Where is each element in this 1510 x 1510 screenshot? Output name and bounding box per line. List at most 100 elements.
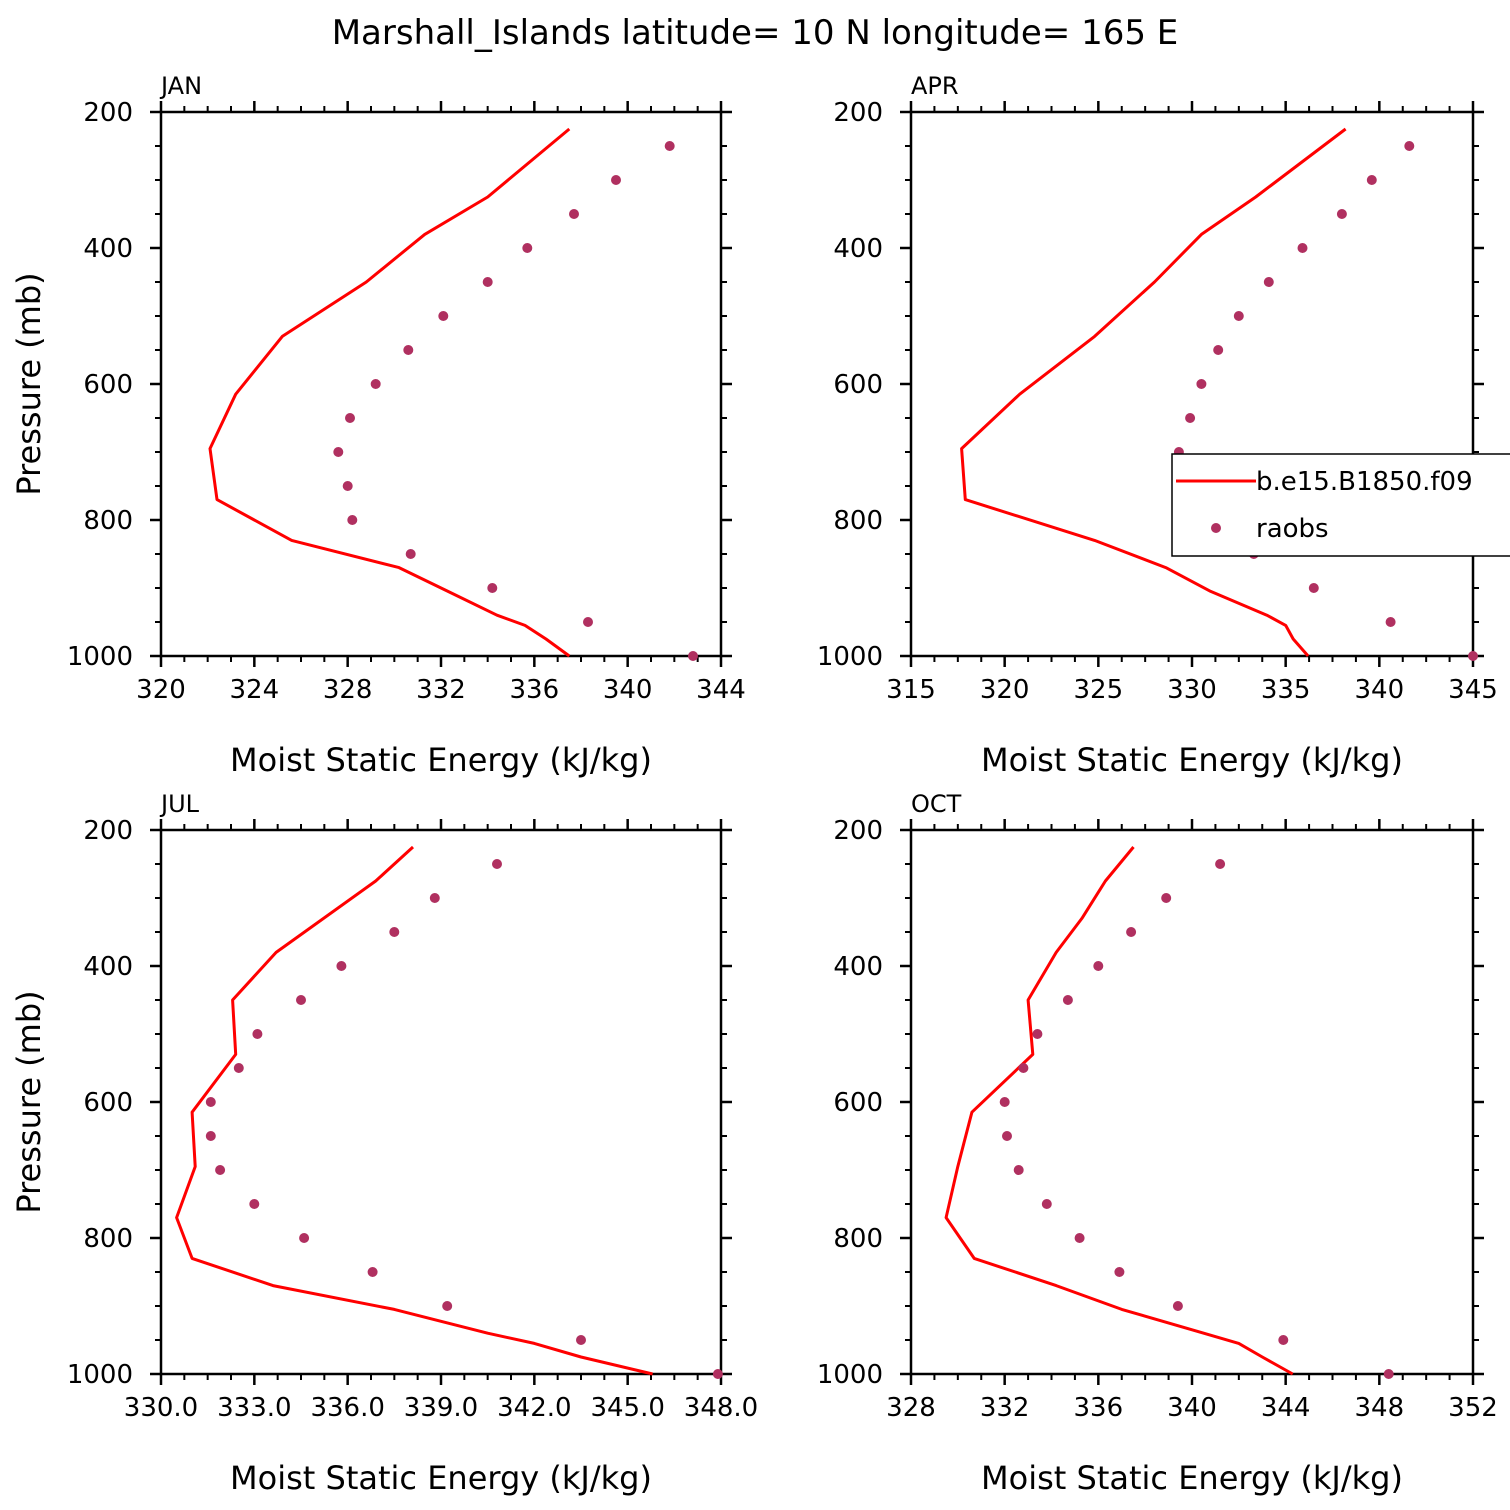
raobs-point: [1041, 1199, 1052, 1209]
x-tick-label: 315: [886, 675, 936, 705]
raobs-point: [1074, 1233, 1085, 1243]
raobs-point: [299, 1233, 310, 1243]
x-tick-label: 344: [696, 675, 746, 705]
x-tick-label: 342.0: [497, 1393, 571, 1423]
raobs-point: [583, 617, 593, 627]
y-tick-label: 400: [833, 234, 883, 264]
y-tick-label: 800: [833, 1224, 883, 1254]
x-tick-label: 335: [1261, 675, 1311, 705]
raobs-point: [1185, 413, 1196, 423]
raobs-point: [403, 345, 414, 355]
legend: b.e15.B1850.f09 raobs: [1171, 453, 1510, 557]
model-series-line: [944, 846, 1294, 1376]
y-tick-label: 1000: [67, 642, 133, 672]
y-tick-label: 600: [833, 370, 883, 400]
raobs-point: [1062, 995, 1073, 1005]
y-tick-label: 1000: [817, 642, 883, 672]
raobs-point: [1114, 1267, 1125, 1277]
raobs-point: [429, 893, 440, 903]
y-axis-title: Pressure (mb): [10, 272, 48, 495]
raobs-point: [1383, 1369, 1394, 1379]
raobs-point: [405, 549, 416, 559]
panel-label: OCT: [911, 790, 962, 818]
raobs-point: [215, 1165, 226, 1175]
x-tick-label: 336: [510, 675, 560, 705]
raobs-point: [342, 481, 353, 491]
x-axis-title: Moist Static Energy (kJ/kg): [981, 1459, 1403, 1497]
raobs-point: [1172, 1301, 1183, 1311]
raobs-point: [1404, 141, 1415, 151]
x-tick-label: 345: [1448, 675, 1498, 705]
y-tick-label: 600: [83, 1088, 133, 1118]
raobs-point: [1196, 379, 1207, 389]
x-tick-label: 336.0: [310, 1393, 384, 1423]
raobs-point: [205, 1097, 216, 1107]
legend-model-label: b.e15.B1850.f09: [1256, 467, 1473, 497]
plot-frame: [909, 110, 1475, 658]
raobs-point: [1213, 345, 1224, 355]
raobs-point: [611, 175, 621, 185]
raobs-point: [345, 413, 355, 423]
panel-apr: APR 315 320 325 330 335 340 345 200 400 600 800 1000…: [817, 72, 1498, 779]
raobs-point: [1215, 859, 1226, 869]
raobs-point: [1013, 1165, 1024, 1175]
panel-jan: JAN 320 324 328 332 336 340 344 200 400 600 800 1000…: [10, 72, 746, 779]
legend-obs-swatch: [1211, 523, 1221, 533]
raobs-point: [569, 209, 579, 219]
raobs-point: [233, 1063, 244, 1073]
raobs-point: [1468, 651, 1478, 661]
raobs-point: [522, 243, 533, 253]
x-tick-label: 332: [416, 675, 466, 705]
raobs-point: [999, 1097, 1010, 1107]
y-tick-label: 1000: [67, 1360, 133, 1390]
raobs-point: [1366, 175, 1377, 185]
raobs-point: [370, 379, 381, 389]
y-tick-label: 800: [833, 506, 883, 536]
raobs-point: [333, 447, 344, 457]
raobs-point: [1126, 927, 1137, 937]
y-tick-label: 200: [83, 98, 133, 128]
y-tick-label: 400: [83, 234, 133, 264]
raobs-point: [688, 651, 698, 661]
x-tick-label: 330.0: [124, 1393, 198, 1423]
raobs-point: [1278, 1335, 1289, 1345]
y-tick-label: 600: [833, 1088, 883, 1118]
legend-box: [1171, 453, 1510, 557]
y-tick-label: 400: [83, 952, 133, 982]
x-tick-label: 339.0: [404, 1393, 478, 1423]
x-tick-label: 328: [323, 675, 373, 705]
raobs-point: [1385, 617, 1396, 627]
raobs-point: [712, 1369, 723, 1379]
x-tick-label: 340: [1355, 675, 1405, 705]
panel-label: JUL: [159, 790, 200, 818]
raobs-point: [367, 1267, 378, 1277]
model-series-line: [175, 845, 653, 1376]
raobs-point: [1233, 311, 1244, 321]
raobs-point: [1263, 277, 1274, 287]
raobs-point: [1032, 1029, 1043, 1039]
panel-oct: OCT 328 332 336 340 344 348 352 200 400 600 800 1000…: [817, 790, 1498, 1497]
raobs-point: [576, 1335, 586, 1345]
model-series-line: [960, 127, 1347, 657]
panel-label: APR: [911, 72, 959, 100]
legend-obs-label: raobs: [1256, 514, 1329, 544]
raobs-point: [1002, 1131, 1012, 1141]
x-tick-label: 344: [1261, 1393, 1311, 1423]
raobs-point: [442, 1301, 453, 1311]
figure-title: Marshall_Islands latitude= 10 N longitud…: [332, 13, 1179, 53]
x-axis-title: Moist Static Energy (kJ/kg): [230, 1459, 652, 1497]
y-tick-label: 800: [83, 1224, 133, 1254]
raobs-point: [347, 515, 358, 525]
panel-jul: JUL 330.0 333.0 336.0 339.0 342.0 345.0 348.0 20…: [10, 790, 758, 1497]
raobs-point: [487, 583, 498, 593]
raobs-point: [296, 995, 306, 1005]
x-tick-label: 325: [1074, 675, 1124, 705]
raobs-point: [1297, 243, 1308, 253]
x-axis-title: Moist Static Energy (kJ/kg): [230, 741, 652, 779]
raobs-point: [1161, 893, 1172, 903]
y-tick-label: 400: [833, 952, 883, 982]
model-series-line: [208, 127, 571, 658]
raobs-point: [249, 1199, 260, 1209]
x-tick-label: 320: [980, 675, 1030, 705]
